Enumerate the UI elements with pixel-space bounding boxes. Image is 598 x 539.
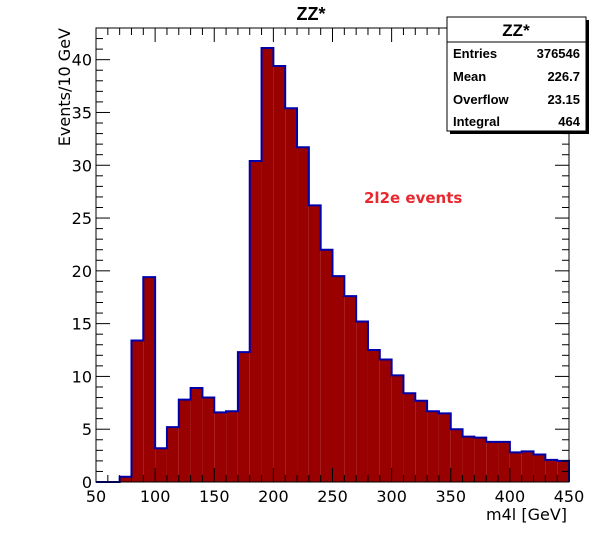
stats-box: ZZ* Entries 376546 Mean 226.7 Overflow 2… [446,16,589,134]
stats-box-title: ZZ* [502,21,530,40]
histogram-bar [379,359,392,482]
histogram-bar [131,340,144,482]
stats-value-overflow: 23.15 [547,92,580,107]
histogram-bar [261,48,274,483]
histogram-bar [297,147,309,482]
stats-value-mean: 226.7 [547,69,580,84]
histogram-bar [226,411,238,482]
histogram-bar [391,375,404,482]
y-tick-label: 30 [72,156,92,175]
histogram-bar [332,276,345,482]
stats-label-overflow: Overflow [453,92,510,107]
histogram-bar [143,277,156,482]
histogram-bar [427,411,439,482]
y-tick-label: 35 [72,103,92,122]
histogram-bar [462,436,475,482]
annotation-label: 2l2e events [364,189,462,207]
y-tick-label: 25 [72,209,92,228]
x-tick-label: 400 [495,487,526,506]
histogram-bar [486,441,499,482]
x-tick-label: 350 [435,487,466,506]
y-tick-label: 5 [82,420,92,439]
histogram-bar [320,249,333,482]
x-tick-label: 50 [86,487,106,506]
stats-value-entries: 376546 [537,46,580,61]
x-axis-ticks: 50 100 150 200 250 300 350 400 450 [86,28,584,506]
x-tick-label: 200 [258,487,289,506]
histogram-bar [403,393,416,482]
y-tick-label: 20 [72,262,92,281]
stats-label-mean: Mean [453,69,486,84]
histogram-bar [190,388,203,482]
stats-value-integral: 464 [558,114,580,129]
y-axis-title: Events/10 GeV [55,28,74,146]
histogram-bar [202,397,215,482]
x-tick-label: 300 [376,487,407,506]
histogram-bar [344,296,357,482]
y-tick-label: 0 [82,473,92,492]
histogram-bar [178,399,191,482]
histogram-outline [96,47,570,483]
x-tick-label: 250 [317,487,348,506]
histogram-bar [415,400,428,482]
histogram-bar [237,352,250,482]
histogram-bar [533,454,546,482]
y-tick-label: 15 [72,315,92,334]
histogram-bar [273,66,286,482]
histogram-bar [308,205,321,482]
histogram-bar [474,437,487,482]
histogram-bar [438,413,451,482]
histogram-bar [356,321,368,482]
x-tick-label: 150 [199,487,230,506]
y-tick-label: 40 [72,51,92,70]
x-tick-label: 450 [554,487,585,506]
histogram-bar [521,451,534,482]
histogram-bar [214,412,227,482]
y-axis-ticks: 0 5 10 15 20 25 30 35 40 [72,27,569,492]
histogram-bar [367,350,380,482]
histogram-bar [119,476,132,482]
histogram-bar [450,429,463,482]
histogram-bar [509,452,522,482]
x-tick-label: 100 [140,487,171,506]
histogram-bar [249,161,262,482]
stats-label-entries: Entries [453,46,497,61]
x-axis-title: m4l [GeV] [486,505,567,524]
y-tick-label: 10 [72,367,92,386]
histogram-bar [155,448,167,482]
histogram-bar [166,427,179,482]
histogram-bar [545,459,558,482]
histogram-bar [285,108,298,483]
histogram-bar [498,441,510,482]
chart-title: ZZ* [297,4,326,24]
stats-label-integral: Integral [453,114,500,129]
